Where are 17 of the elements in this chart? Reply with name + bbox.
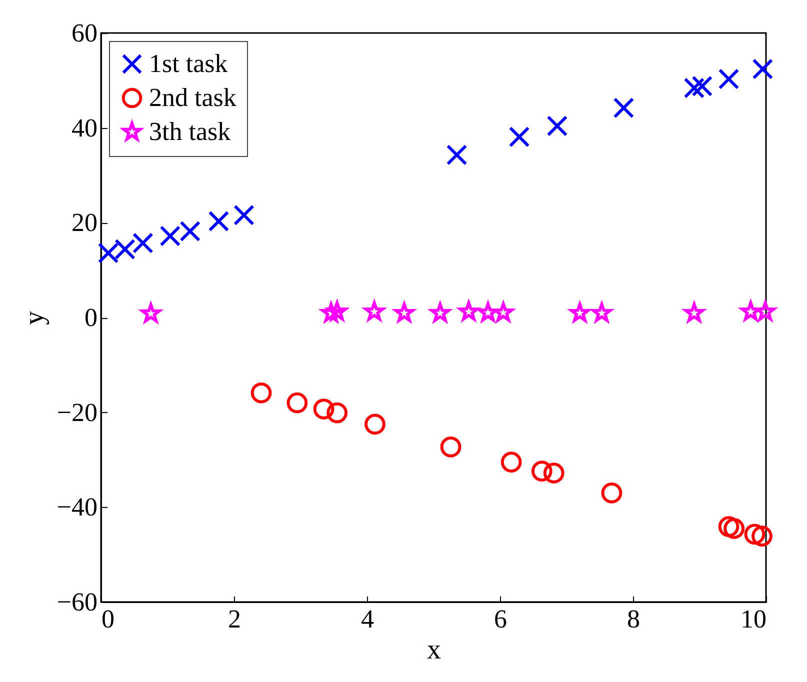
- x-axis-title: x: [427, 634, 441, 666]
- y-tick-label: 40: [72, 113, 98, 142]
- x-tick-label: 4: [361, 604, 374, 634]
- legend-label: 1st task: [149, 49, 228, 78]
- y-tick-label: 0: [84, 303, 98, 332]
- y-tick-label: −60: [56, 588, 98, 616]
- y-tick-label: −20: [56, 398, 98, 427]
- legend-label: 2nd task: [149, 83, 236, 112]
- legend-label: 3th task: [149, 117, 231, 146]
- y-tick-label: −40: [56, 492, 98, 522]
- y-tick-label: 60: [72, 18, 98, 48]
- x-tick-label: 8: [627, 604, 640, 634]
- x-tick-label: 6: [494, 604, 507, 634]
- y-axis-title: y: [18, 311, 50, 325]
- x-tick-label: 2: [228, 604, 241, 634]
- y-tick-label: 20: [72, 208, 98, 238]
- x-tick-label: 10: [740, 604, 766, 634]
